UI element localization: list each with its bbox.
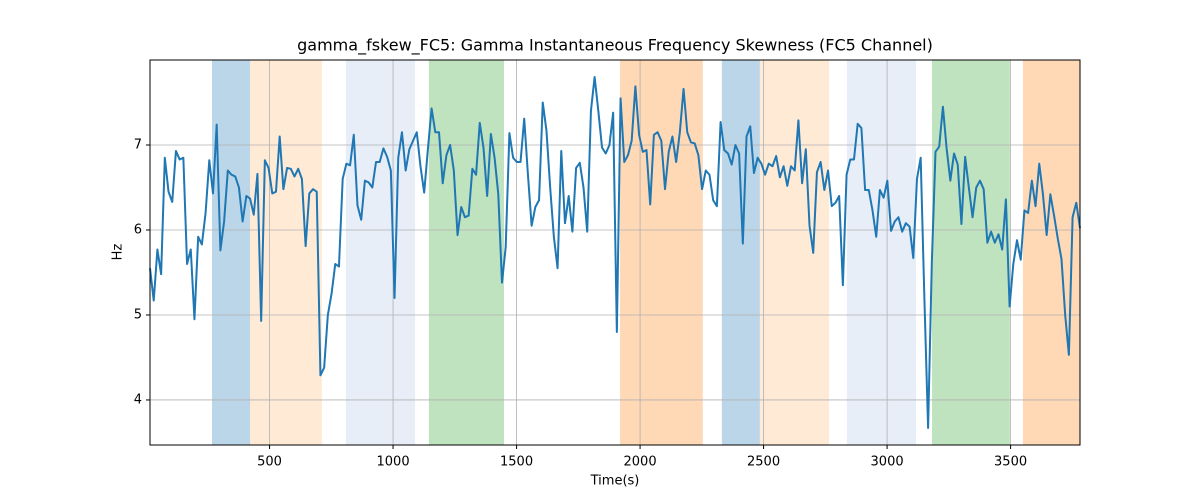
shaded-span <box>759 60 830 445</box>
x-tick-label: 2500 <box>747 455 780 470</box>
shaded-span <box>620 60 703 445</box>
chart-title: gamma_fskew_FC5: Gamma Instantaneous Fre… <box>297 36 933 56</box>
shaded-span <box>345 60 416 445</box>
x-tick-label: 1000 <box>377 455 410 470</box>
shaded-span <box>846 60 916 445</box>
y-axis-label: Hz <box>111 244 126 261</box>
x-tick-label: 500 <box>257 455 282 470</box>
x-tick-label: 3500 <box>994 455 1027 470</box>
x-axis-label: Time(s) <box>590 474 640 489</box>
y-tick-label: 5 <box>134 307 142 322</box>
plot-frame <box>149 59 1081 446</box>
x-tick-label: 3000 <box>871 455 904 470</box>
shaded-span <box>428 60 504 445</box>
data-line <box>149 76 1081 429</box>
shaded-span <box>250 60 322 445</box>
y-tick-label: 6 <box>134 222 142 237</box>
shaded-span <box>721 60 760 445</box>
y-tick-label: 4 <box>134 392 142 407</box>
x-tick-label: 2000 <box>624 455 657 470</box>
shaded-span <box>1022 60 1080 445</box>
x-tick-label: 1500 <box>500 455 533 470</box>
y-tick-label: 7 <box>134 137 142 152</box>
shaded-span <box>212 60 251 445</box>
